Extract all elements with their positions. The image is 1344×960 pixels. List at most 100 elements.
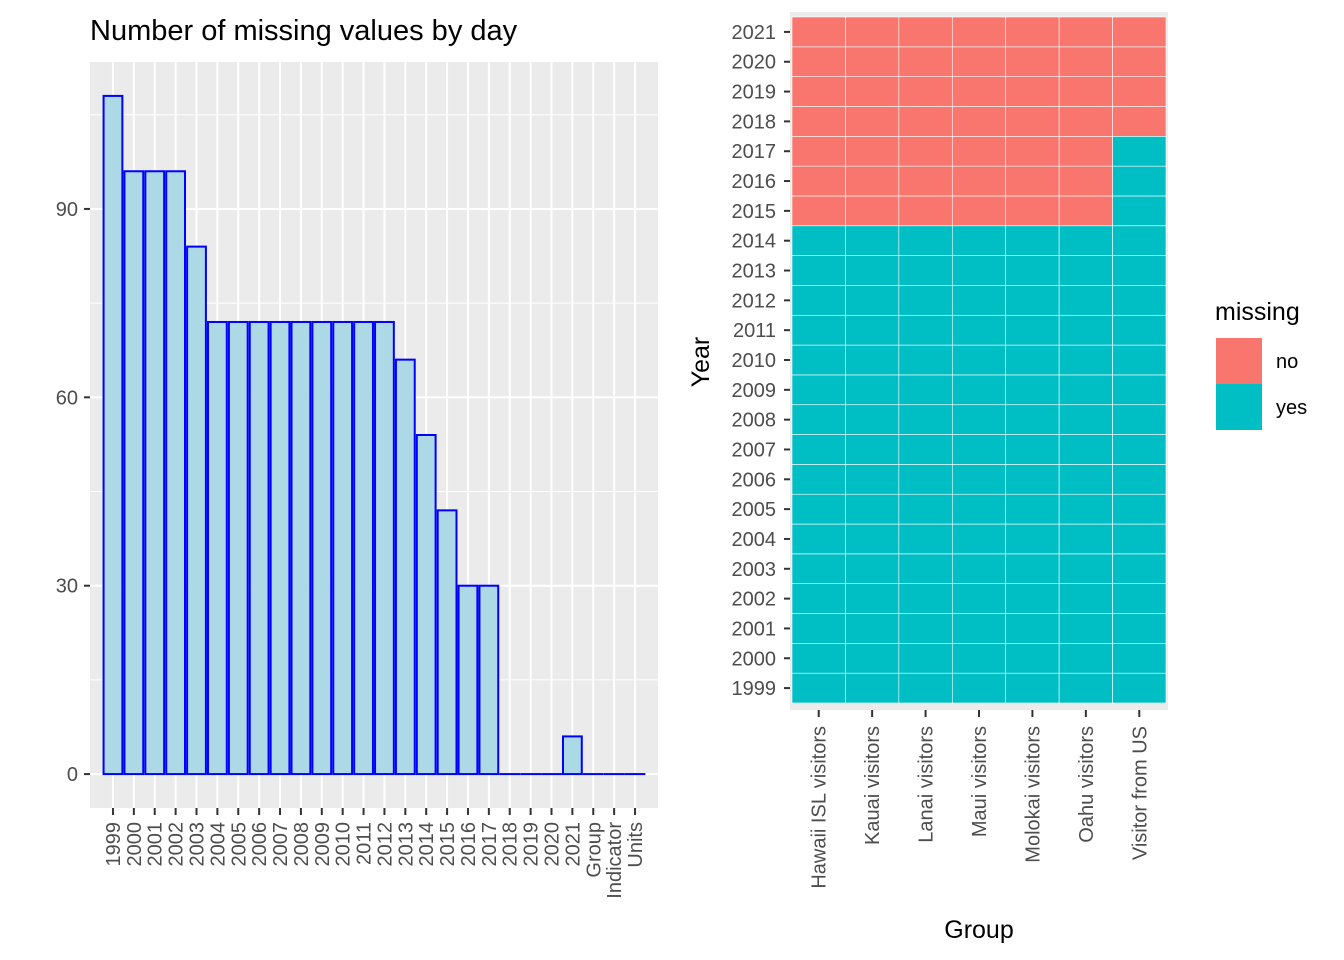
heatmap-x-tick-label: Oahu visitors [1076,726,1098,843]
bar-2005 [227,320,249,776]
heatmap-cell [951,285,1007,316]
heatmap-cell [1112,523,1167,555]
heatmap-y-tick-label: 2015 [732,201,777,223]
heatmap-cell [845,136,900,167]
heatmap-cell [845,374,900,406]
heatmap-cell [845,195,900,227]
bar-x-tick-label: 2001 [145,822,167,867]
heatmap-cell [951,225,1007,256]
heatmap-cell [951,314,1007,346]
heatmap-cell [898,46,953,77]
heatmap-y-tick-label: 2021 [732,22,777,44]
heatmap-cell [1058,255,1113,286]
heatmap-y-tick-label: 2017 [732,141,777,163]
heatmap-cell [898,613,953,644]
bar-2007 [269,320,291,776]
bar-2011 [353,320,374,776]
heatmap-cell [898,583,953,614]
bar-x-tick-label: 2010 [333,822,355,867]
heatmap-cell [951,106,1007,137]
heatmap-cell [951,553,1007,584]
heatmap-cell [898,225,953,256]
heatmap-y-tick-label: 2014 [732,231,777,253]
heatmap-cell [1005,434,1060,465]
heatmap-cell [845,493,900,525]
heatmap-y-tick-label: 1999 [732,678,777,700]
heatmap-cell [1112,76,1167,107]
heatmap-cell [791,493,846,525]
heatmap-cell [1005,106,1060,137]
heatmap-cell [1058,16,1113,48]
heatmap-x-axis-title: Group [944,916,1013,944]
legend: missing no yes [1215,298,1307,430]
heatmap-cell [951,523,1007,555]
legend-label-yes: yes [1276,397,1307,419]
heatmap-cell [951,672,1007,704]
heatmap-cell [845,285,900,316]
legend-title: missing [1215,298,1300,326]
heatmap-y-tick-label: 2020 [732,52,777,74]
bar-x-tick-label: Units [625,822,647,868]
heatmap-cell [1112,613,1167,644]
heatmap-cell [1005,464,1060,495]
heatmap-y-tick-label: 2010 [732,350,777,372]
heatmap-cell [845,255,900,286]
bar-2006 [248,320,270,776]
bar-x-tick-label: 2011 [354,822,376,865]
heatmap-cell [1058,523,1113,555]
heatmap-cell [1112,136,1167,167]
heatmap-cell [951,493,1007,525]
heatmap-cell [791,195,846,227]
bar-y-tick-label: 30 [56,576,78,598]
heatmap-y-tick-label: 2002 [732,589,777,611]
heatmap-cell [898,344,953,376]
bar-y-tick-label: 60 [56,387,78,409]
missing-heatmap: 1999 2000 2001 2002 2003 2004 2005 2006 2007 2008… [687,12,1168,944]
heatmap-cell [898,136,953,167]
heatmap-cell [1112,434,1167,465]
heatmap-cell [1058,613,1113,644]
heatmap-cell [791,374,846,406]
heatmap-cell [1058,195,1113,227]
heatmap-cell [845,225,900,256]
bar-2002 [165,170,187,776]
bar-x-tick-label: Group [583,822,605,878]
heatmap-cell [791,16,846,48]
heatmap-cell [1005,225,1060,256]
heatmap-cell [1005,643,1060,674]
legend-key-no [1216,338,1262,384]
heatmap-cell [845,46,900,77]
heatmap-cell [1112,643,1167,674]
legend-label-no: no [1276,351,1298,373]
heatmap-cell [898,76,953,107]
heatmap-cell [1005,285,1060,316]
heatmap-y-tick-label: 2004 [732,529,777,551]
heatmap-cell [1058,583,1113,614]
heatmap-cell [898,195,953,227]
heatmap-cell [898,523,953,555]
bar-x-tick-label: 2016 [458,822,480,867]
heatmap-cell [845,434,900,465]
heatmap-y-tick-label: 2009 [732,380,777,402]
heatmap-cell [898,553,953,584]
heatmap-y-tick-label: 2011 [733,320,776,342]
heatmap-cell [898,255,953,286]
heatmap-cell [791,613,846,644]
heatmap-cell [791,523,846,555]
heatmap-cell [1112,493,1167,525]
heatmap-cell [1058,76,1113,107]
heatmap-cell [845,613,900,644]
heatmap-cell [1112,106,1167,137]
heatmap-cell [1058,553,1113,584]
bar-x-tick-label: 2008 [291,822,313,867]
bar-2016 [457,584,479,776]
heatmap-cell [791,76,846,107]
heatmap-y-tick-label: 2006 [732,469,777,491]
heatmap-cell [845,344,900,376]
heatmap-cells [791,16,1167,704]
heatmap-cell [845,672,900,704]
bar-x-tick-label: 2005 [228,822,250,867]
bar-x-tick-label: 2003 [187,822,209,867]
bar-2009 [311,320,333,776]
heatmap-cell [1112,16,1167,48]
